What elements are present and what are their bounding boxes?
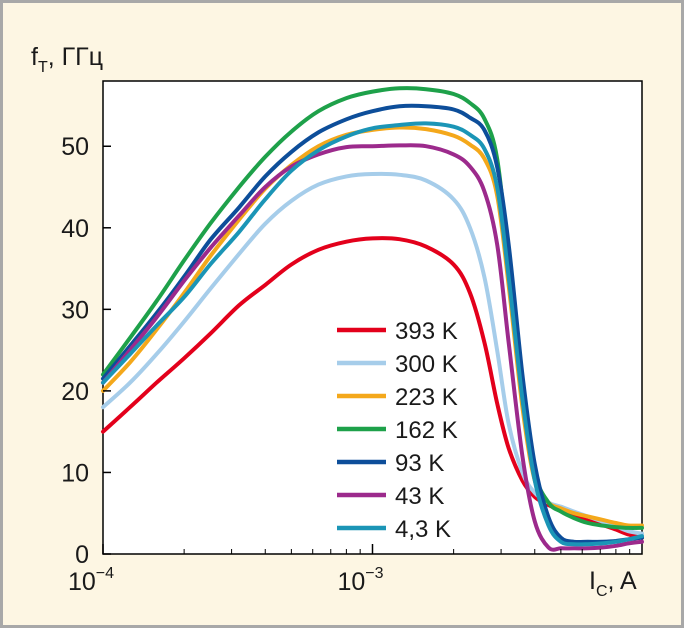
y-axis-title: fT, ГГц — [31, 43, 103, 76]
y-tick-label-2: 20 — [61, 378, 89, 406]
y-axis: 0 10 20 30 40 50 — [61, 133, 111, 569]
legend-label-2: 223 K — [395, 384, 458, 411]
y-tick-label-4: 40 — [61, 215, 89, 243]
series-line-0 — [101, 236, 644, 540]
legend-label-4: 93 K — [395, 450, 444, 477]
y-tick-label-3: 30 — [61, 296, 89, 324]
x-tick-label-0: 10−4 — [68, 565, 114, 596]
series-line-5 — [101, 143, 644, 552]
x-axis: 10−4 10−3 — [68, 544, 631, 596]
y-tick-label-0: 0 — [75, 541, 89, 569]
series-line-4 — [101, 103, 644, 545]
y-tick-label-1: 10 — [61, 459, 89, 487]
x-tick-label-1: 10−3 — [337, 565, 383, 596]
series-line-6 — [101, 121, 644, 547]
legend-label-0: 393 K — [395, 318, 458, 345]
plot-area — [102, 80, 643, 555]
series-line-2 — [101, 125, 644, 528]
line-chart: 0 10 20 30 40 50 10−4 10−3 fT, ГГц IC, A 393 K… — [31, 43, 644, 600]
y-tick-label-5: 50 — [61, 133, 89, 161]
legend-label-6: 4,3 K — [395, 516, 451, 543]
x-axis-title: IC, A — [589, 567, 637, 600]
legend-label-1: 300 K — [395, 351, 458, 378]
legend: 393 K 300 K 223 K 162 K 93 K 43 K 4,3 K — [337, 318, 458, 543]
legend-label-3: 162 K — [395, 417, 458, 444]
legend-label-5: 43 K — [395, 483, 444, 510]
series-line-3 — [101, 86, 644, 530]
series-layer — [101, 86, 644, 552]
